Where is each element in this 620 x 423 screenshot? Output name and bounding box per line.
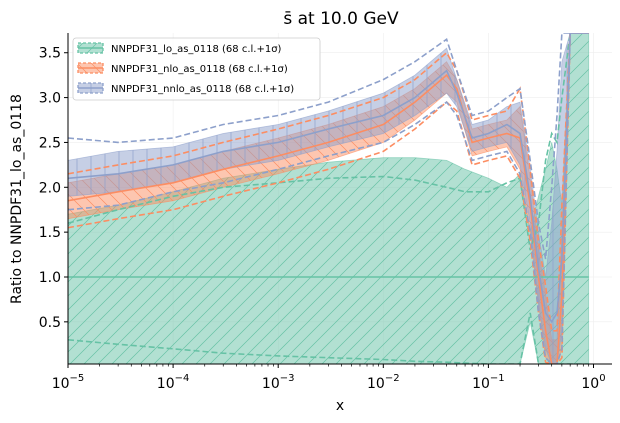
sigma-upper-series-1 <box>68 33 589 251</box>
chart-title: s̄ at 10.0 GeV <box>283 9 399 29</box>
y-axis-label: Ratio to NNPDF31_lo_as_0118 <box>9 94 25 304</box>
sigma-lower-series-3 <box>68 33 589 364</box>
legend: NNPDF31_lo_as_0118 (68 c.l.+1σ) NNPDF31_n… <box>72 37 321 101</box>
y-tick-label: 3.0 <box>39 91 61 107</box>
x-tick-label: 10−2 <box>367 373 400 392</box>
y-tick-label: 3.5 <box>39 46 61 62</box>
y-tick-label: 2.5 <box>39 135 61 151</box>
sigma-upper-series-3 <box>68 33 589 260</box>
x-tick-label: 100 <box>581 373 605 392</box>
hatch-series-1 <box>68 33 589 364</box>
sigma-upper-series-2 <box>68 33 589 332</box>
x-tick-label: 10−3 <box>262 373 295 392</box>
central-line-series-2 <box>68 33 589 364</box>
sigma-lower-series-1 <box>68 312 589 364</box>
legend-label-series-2: NNPDF31_nlo_as_0118 (68 c.l.+1σ) <box>111 64 288 75</box>
y-tick-label: 2.0 <box>39 180 61 196</box>
legend-label-series-3: NNPDF31_nnlo_as_0118 (68 c.l.+1σ) <box>111 84 294 95</box>
axes: 0.5 1.0 1.5 2.0 2.5 3.0 3.5 10−5 10−4 10−3 10−2 10−… <box>39 33 612 392</box>
x-tick-label: 10−4 <box>157 373 190 392</box>
y-tick-label: 1.5 <box>39 225 61 241</box>
y-tick-label: 1.0 <box>39 270 61 286</box>
legend-frame <box>72 37 321 101</box>
x-tick-label: 10−5 <box>52 373 85 392</box>
plot-area <box>68 33 612 364</box>
x-tick-label: 10−1 <box>472 373 505 392</box>
hatch-series-2 <box>68 33 589 364</box>
legend-label-series-1: NNPDF31_lo_as_0118 (68 c.l.+1σ) <box>111 44 282 55</box>
central-line-series-3 <box>68 33 589 324</box>
plot-clip-group <box>68 33 612 364</box>
y-tick-label: 0.5 <box>39 315 61 331</box>
x-axis-label: x <box>336 398 344 414</box>
